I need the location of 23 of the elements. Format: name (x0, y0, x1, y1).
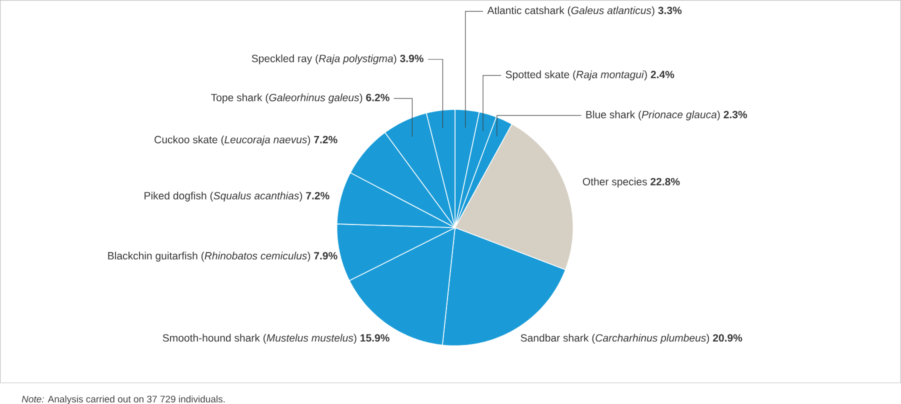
text: Note: Analysis carried out on 37 729 individuals. (22, 395, 225, 404)
data-label: 3.9% (400, 54, 424, 62)
slice-label: Sandbar shark (Carcharhinus plumbeus) (520, 334, 710, 344)
slice-label: Tope shark (Galeorhinus galeus) (211, 93, 362, 104)
slice-label: Smooth-hound shark (Mustelus mustelus) (162, 334, 356, 344)
slice-label: Atlantic catshark (Galeus atlanticus) (487, 6, 654, 16)
slice-label: Blackchin guitarfish (Rhinobatos cemiculus) (108, 252, 310, 262)
slice-label: Speckled ray (Raja polystigma) (252, 54, 396, 64)
data-label: 7.2% (306, 192, 330, 200)
data-label: 22.8% (650, 178, 680, 186)
data-label: 7.9% (314, 252, 338, 260)
slice-label: Piked dogfish (Squalus acanthias) (144, 192, 302, 202)
data-label: 2.4% (650, 70, 674, 78)
data-label: 7.2% (314, 136, 338, 144)
slice-label: Cuckoo skate (Leucoraja naevus) (154, 135, 310, 146)
slice-label: Blue shark (Prionace glauca) (586, 110, 720, 120)
data-label: 3.3% (658, 6, 682, 14)
data-label: 2.3% (724, 110, 748, 118)
data-label: 20.9% (712, 334, 742, 342)
data-label: 6.2% (366, 94, 390, 102)
slice-label: Other species (582, 178, 647, 188)
data-label: 15.9% (360, 334, 390, 342)
slice-label: Spotted skate (Raja montagui) (506, 70, 647, 80)
